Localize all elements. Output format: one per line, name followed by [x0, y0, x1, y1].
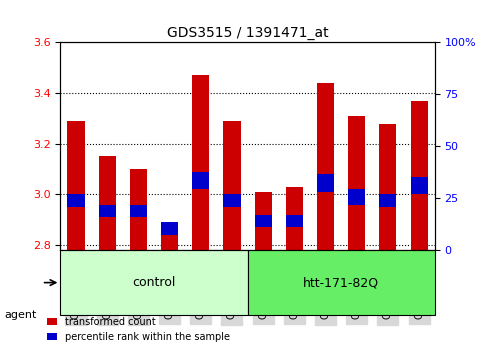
Bar: [317, 174, 334, 192]
Bar: [192, 172, 209, 189]
Bar: [223, 121, 241, 250]
Legend: transformed count, percentile rank within the sample: transformed count, percentile rank withi…: [43, 313, 234, 346]
Bar: [161, 222, 178, 235]
Bar: [255, 192, 272, 250]
Bar: [192, 75, 209, 250]
Bar: [99, 205, 116, 217]
Bar: [223, 194, 241, 207]
Text: agent: agent: [5, 310, 37, 320]
Bar: [130, 169, 147, 250]
Bar: [161, 222, 178, 250]
Bar: [411, 101, 427, 250]
Bar: [68, 121, 85, 250]
Bar: [255, 215, 272, 227]
Text: htt-171-82Q: htt-171-82Q: [303, 276, 379, 289]
Bar: [348, 116, 365, 250]
FancyBboxPatch shape: [60, 250, 247, 315]
FancyBboxPatch shape: [247, 250, 435, 315]
Bar: [286, 215, 303, 227]
Bar: [286, 187, 303, 250]
Bar: [348, 189, 365, 205]
Title: GDS3515 / 1391471_at: GDS3515 / 1391471_at: [167, 26, 328, 40]
Bar: [68, 194, 85, 207]
Bar: [379, 194, 397, 207]
Bar: [317, 83, 334, 250]
Text: control: control: [132, 276, 176, 289]
Bar: [379, 124, 397, 250]
Bar: [99, 156, 116, 250]
Bar: [130, 205, 147, 217]
Bar: [411, 177, 427, 194]
